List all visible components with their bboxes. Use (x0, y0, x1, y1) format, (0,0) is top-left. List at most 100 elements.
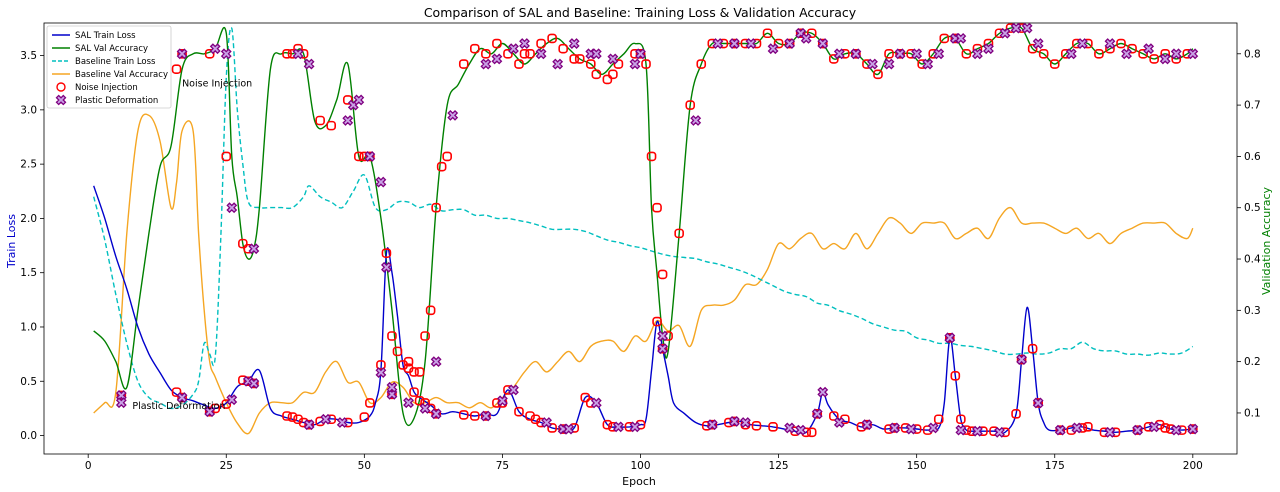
y-tick-label-left: 3.5 (20, 50, 37, 62)
plastic-deformation-shape (480, 58, 492, 70)
plastic-deformation-shape (784, 38, 796, 49)
plastic-deformation-marker (1187, 48, 1199, 60)
plastic-deformation-shape (955, 424, 967, 436)
annotation-label: Noise Injection (182, 79, 252, 90)
noise-injection-marker (387, 331, 397, 341)
plastic-deformation-shape (971, 425, 983, 437)
plastic-deformation-shape (497, 395, 508, 407)
plastic-deformation-shape (867, 58, 878, 70)
noise-injection-marker (171, 387, 182, 397)
plastic-deformation-shape (226, 202, 238, 214)
plastic-deformation-shape (364, 150, 376, 162)
legend-label: Noise Injection (75, 83, 138, 93)
plastic-deformation-shape (1054, 424, 1066, 436)
plastic-deformation-shape (712, 38, 724, 49)
plastic-deformation-shape (635, 48, 646, 60)
plastic-deformation-marker (375, 367, 387, 378)
plastic-deformation-marker (911, 48, 923, 60)
plastic-deformation-shape (971, 48, 983, 60)
plastic-deformation-shape (1170, 48, 1182, 60)
plastic-deformation-shape (447, 109, 459, 121)
plastic-deformation-marker (1159, 53, 1171, 65)
plastic-deformation-marker (1104, 38, 1116, 49)
plastic-deformation-marker (728, 38, 740, 49)
y-tick-label-right: 0.1 (1244, 407, 1261, 419)
noise-injection-marker (481, 48, 491, 59)
noise-injection-marker (304, 419, 314, 430)
plastic-deformation-shape (883, 58, 895, 70)
plastic-deformation-marker (1054, 424, 1066, 436)
noise-injection-marker (1049, 59, 1060, 69)
x-tick-label: 200 (1183, 460, 1203, 472)
plastic-deformation-marker (590, 397, 602, 409)
plastic-deformation-shape (220, 48, 232, 60)
series-line-sal-train-loss (93, 185, 1193, 435)
plastic-deformation-marker (303, 58, 315, 70)
plastic-deformation-marker (889, 422, 900, 434)
noise-injection-marker (171, 64, 182, 74)
plastic-deformation-marker (1170, 48, 1182, 60)
plastic-deformation-marker (336, 417, 348, 428)
noise-injection-marker (525, 48, 535, 59)
series-line-sal-val-accuracy (93, 25, 1194, 427)
plastic-deformation-shape (1010, 22, 1022, 34)
plastic-deformation-marker (745, 38, 757, 49)
plastic-deformation-marker (568, 38, 580, 49)
plastic-deformation-marker (817, 38, 829, 49)
noise-injection-marker (381, 248, 392, 258)
noise-injection-marker (1132, 425, 1143, 435)
plastic-deformation-shape (568, 38, 580, 49)
plastic-deformation-shape (1159, 53, 1171, 65)
y-tick-label-right: 0.2 (1244, 356, 1261, 368)
plastic-deformation-marker (944, 332, 956, 344)
plastic-deformation-shape (590, 397, 602, 409)
noise-injection-marker (238, 238, 248, 249)
plastic-deformation-shape (911, 48, 923, 60)
noise-injection-marker (403, 356, 414, 367)
noise-injection-marker (961, 48, 972, 59)
noise-injection-marker (1055, 425, 1066, 435)
x-tick-label: 175 (1045, 460, 1065, 472)
plastic-deformation-shape (342, 115, 354, 126)
plastic-deformation-marker (1071, 422, 1083, 434)
plastic-deformation-shape (535, 48, 547, 60)
plastic-deformation-marker (955, 424, 967, 436)
plastic-deformation-marker (850, 48, 862, 60)
noise-injection-marker (602, 419, 613, 430)
plastic-deformation-shape (541, 417, 553, 428)
plastic-deformation-shape (1187, 48, 1199, 60)
noise-injection-marker (519, 48, 530, 59)
x-tick-label: 25 (220, 460, 233, 472)
plastic-deformation-shape (800, 32, 812, 44)
noise-injection-marker (458, 59, 469, 69)
noise-injection-marker (895, 48, 905, 59)
noise-injection-marker (884, 48, 894, 59)
plastic-deformation-marker (176, 48, 188, 60)
plastic-deformation-shape (375, 367, 387, 378)
y-tick-label-right: 0.5 (1244, 202, 1261, 214)
plastic-deformation-shape (933, 48, 945, 60)
plastic-deformation-marker (381, 261, 392, 273)
plastic-deformation-shape (55, 94, 67, 106)
noise-injection-marker (514, 406, 524, 417)
plastic-deformation-shape (430, 408, 442, 420)
noise-injection-marker (602, 74, 613, 85)
plastic-deformation-marker (535, 48, 547, 60)
plastic-deformation-marker (342, 115, 354, 126)
plastic-deformation-shape (728, 416, 740, 427)
plastic-deformation-shape (1032, 397, 1044, 409)
plastic-deformation-marker (590, 48, 602, 60)
noise-injection-marker (729, 416, 740, 427)
plastic-deformation-shape (1021, 22, 1033, 34)
y-tick-label-right: 0.3 (1244, 305, 1261, 317)
plastic-deformation-shape (176, 48, 188, 60)
legend-box (46, 25, 172, 109)
plastic-deformation-shape (612, 421, 624, 433)
noise-injection-marker (1027, 43, 1038, 54)
noise-injection-marker (431, 202, 441, 213)
plastic-deformation-shape (629, 58, 641, 70)
plastic-deformation-marker (712, 38, 724, 49)
noise-injection-marker (817, 38, 828, 49)
noise-injection-marker (282, 411, 292, 421)
